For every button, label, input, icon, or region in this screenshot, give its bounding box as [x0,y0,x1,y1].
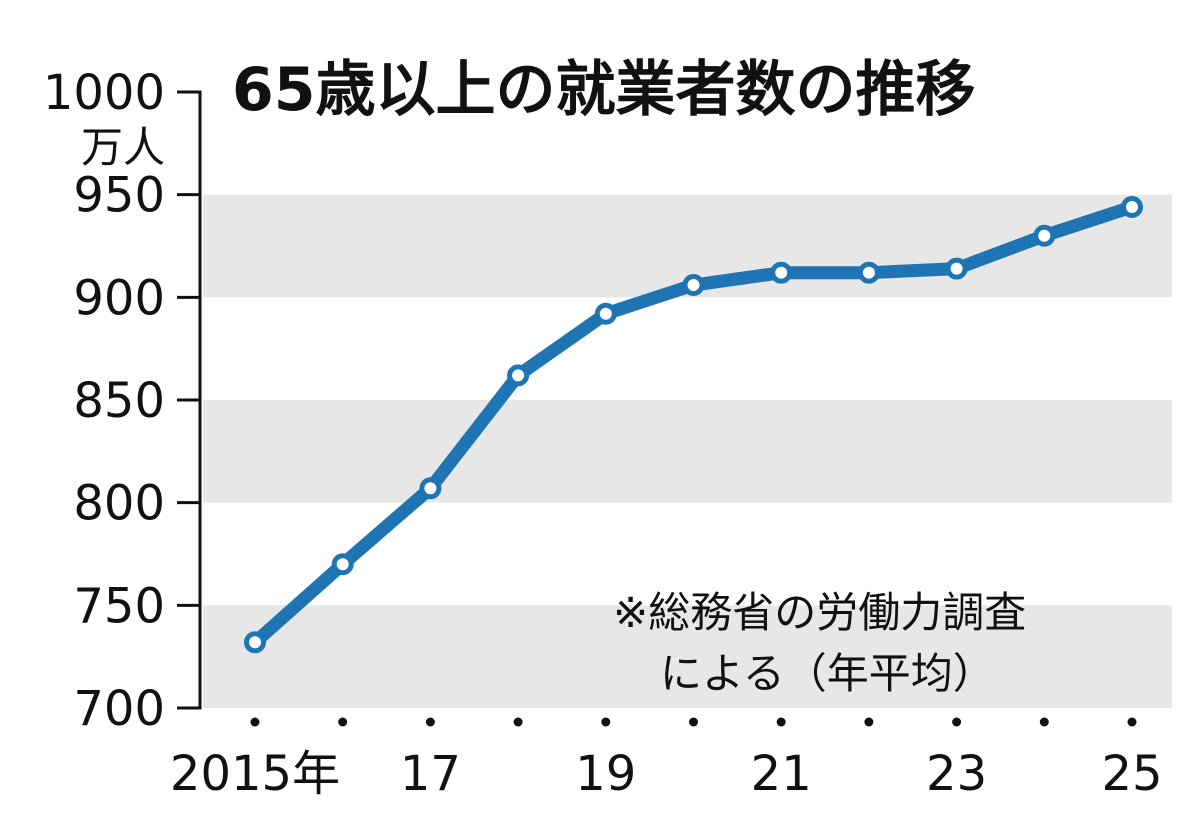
x-tick-dot-2022 [864,717,874,727]
source-note-line-2: による（年平均） [660,649,995,698]
x-tick-label-2025: 25 [1101,746,1162,802]
x-tick-dot-2023 [952,717,962,727]
y-axis-line [177,90,202,710]
x-tick-label-2015: 2015年 [170,746,340,802]
x-tick-dot-2019 [601,717,611,727]
data-point-2025 [1121,195,1143,218]
y-tick-label-700: 700 [73,681,165,737]
x-tick-dot-2018 [513,717,523,727]
x-tick-dot-2015 [250,717,260,727]
y-tick-label-800: 800 [73,476,165,532]
x-tick-label-2017: 17 [400,746,461,802]
x-tick-label-2023: 23 [926,746,987,802]
y-tick-label-950: 950 [73,168,165,224]
x-tick-dot-2017 [425,717,435,727]
series-layer [244,195,1143,654]
y-tick-label-1000: 1000 [43,65,165,121]
source-note-line-1: ※総務省の労働力調査 [613,588,1026,637]
y-tick-labels: 700 750 800 850 900 950 1000 [43,65,200,737]
data-point-2019 [594,302,617,325]
x-tick-dot-2020 [689,717,698,727]
data-point-2018 [507,364,530,387]
chart-title: 65歳以上の就業者数の推移 [232,55,976,125]
y-axis-unit: 万人 [81,123,165,172]
data-point-2022 [857,261,880,284]
data-point-2021 [770,261,793,284]
x-tick-dot-2016 [338,717,348,727]
y-tick-label-850: 850 [73,373,165,429]
band-800-850 [203,400,1172,503]
x-axis: 2015年 17 19 21 23 25 [170,717,1163,802]
y-tick-label-750: 750 [73,578,165,634]
band-700-750 [203,605,1172,708]
data-point-2017 [419,477,442,500]
x-tick-dot-2021 [776,717,786,727]
data-point-2024 [1033,224,1056,247]
y-tick-label-900: 900 [73,270,165,326]
x-tick-label-2019: 19 [575,746,636,802]
x-tick-dot-2024 [1039,717,1049,727]
data-point-2015 [244,631,266,654]
data-point-2020 [682,274,705,297]
data-point-2023 [945,257,968,280]
x-tick-dot-2025 [1127,717,1137,727]
x-tick-label-2021: 21 [751,746,812,802]
data-point-2016 [331,553,354,576]
